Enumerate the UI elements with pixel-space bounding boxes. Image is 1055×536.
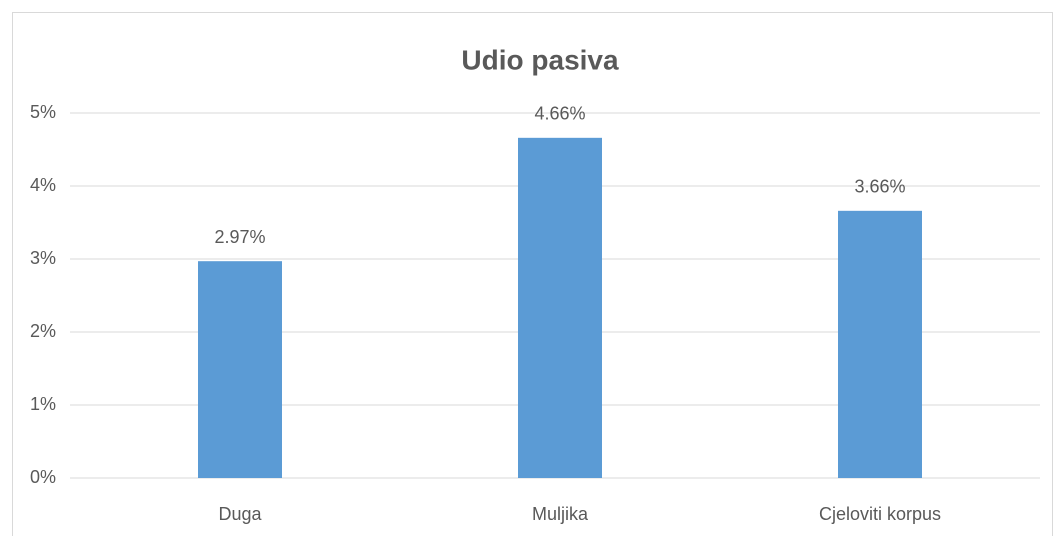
- y-tick-label: 2%: [30, 321, 56, 341]
- bar: [198, 261, 282, 478]
- bar: [518, 137, 602, 478]
- x-tick-label: Duga: [218, 504, 262, 524]
- y-tick-label: 1%: [30, 394, 56, 414]
- data-label: 2.97%: [214, 227, 265, 247]
- data-label: 3.66%: [854, 177, 905, 197]
- data-label: 4.66%: [534, 104, 585, 124]
- chart-title: Udio pasiva: [461, 44, 619, 75]
- x-tick-label: Muljika: [532, 504, 589, 524]
- y-tick-label: 4%: [30, 175, 56, 195]
- x-tick-label: Cjeloviti korpus: [819, 504, 941, 524]
- y-tick-label: 3%: [30, 248, 56, 268]
- y-tick-label: 0%: [30, 467, 56, 487]
- y-tick-label: 5%: [30, 102, 56, 122]
- bar: [838, 210, 922, 478]
